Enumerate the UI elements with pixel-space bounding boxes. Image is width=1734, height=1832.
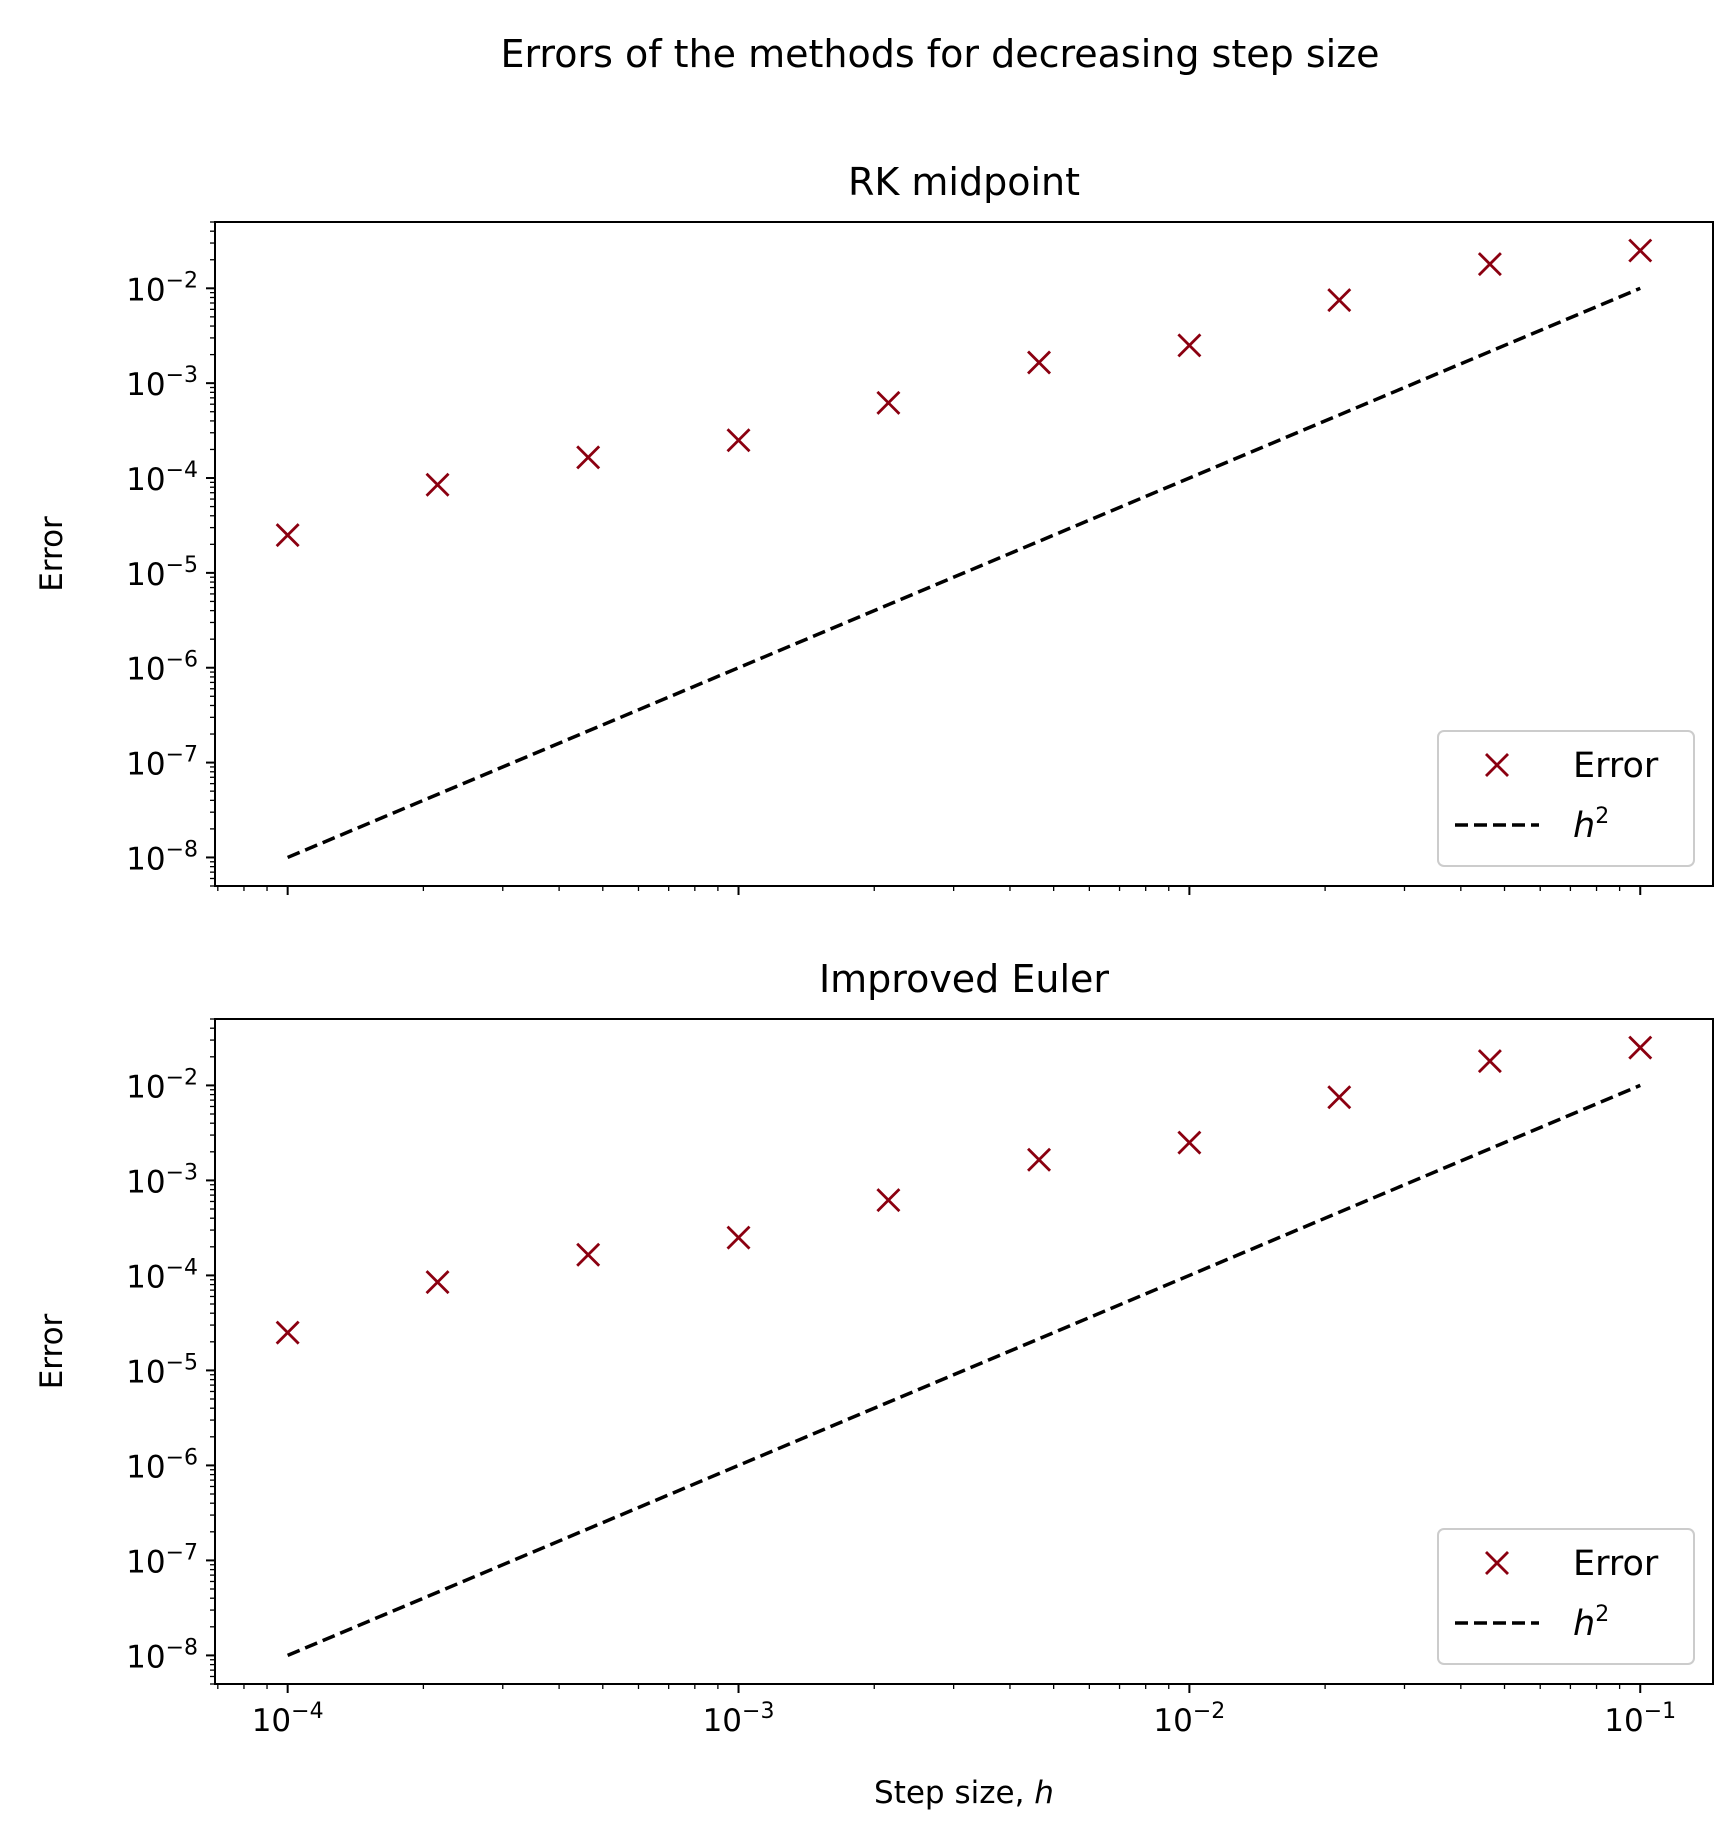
legend: Error h2 bbox=[1437, 730, 1695, 867]
error-marker bbox=[1628, 238, 1653, 263]
legend-marker-x bbox=[1485, 1551, 1509, 1575]
axes-frame bbox=[214, 221, 1714, 887]
legend-box bbox=[1437, 1528, 1695, 1665]
error-marker bbox=[275, 523, 300, 548]
error-marker bbox=[1327, 288, 1352, 313]
legend-box bbox=[1437, 730, 1695, 867]
axes-frame bbox=[214, 1018, 1714, 1685]
y-tick-label: 10−2 bbox=[126, 268, 198, 308]
plot-1: Improved Euler Error Step size, h 10−8 10−7 1… bbox=[34, 957, 1714, 1811]
legend-label-error: Error bbox=[1573, 1544, 1659, 1584]
x-tick-label: 10−4 bbox=[252, 1699, 324, 1739]
error-marker bbox=[275, 1320, 300, 1345]
y-tick-label: 10−6 bbox=[126, 648, 198, 688]
error-marker bbox=[425, 1270, 450, 1295]
legend-label-h2: h2 bbox=[1573, 804, 1609, 846]
y-tick-label: 10−7 bbox=[126, 743, 198, 783]
legend-marker-x bbox=[1485, 753, 1509, 777]
y-tick-label: 10−5 bbox=[126, 553, 198, 593]
y-tick-label: 10−3 bbox=[126, 1160, 198, 1200]
y-axis-label: Error bbox=[34, 1313, 70, 1389]
h2-reference-line bbox=[286, 286, 1641, 860]
plot-title: RK midpoint bbox=[848, 160, 1080, 204]
error-marker bbox=[425, 472, 450, 497]
error-marker bbox=[1327, 1085, 1352, 1110]
plot-0: RK midpoint Error 10−8 10−7 10−6 10−5 10−4 10−3… bbox=[34, 160, 1714, 895]
error-marker bbox=[1628, 1035, 1653, 1060]
error-marker bbox=[1477, 252, 1502, 277]
y-tick-label: 10−7 bbox=[126, 1540, 198, 1580]
error-marker bbox=[876, 390, 901, 415]
x-tick-label: 10−2 bbox=[1153, 1699, 1225, 1739]
error-marker bbox=[1027, 350, 1052, 375]
error-marker bbox=[726, 428, 751, 453]
plot-title: Improved Euler bbox=[819, 957, 1109, 1001]
y-tick-label: 10−2 bbox=[126, 1065, 198, 1105]
x-tick-label: 10−3 bbox=[703, 1699, 775, 1739]
y-tick-label: 10−8 bbox=[126, 1635, 198, 1675]
x-tick-label: 10−1 bbox=[1604, 1699, 1676, 1739]
figure-title: Errors of the methods for decreasing ste… bbox=[500, 32, 1379, 76]
y-axis-label: Error bbox=[34, 516, 70, 592]
error-marker bbox=[576, 1242, 601, 1267]
x-axis-label: Step size, h bbox=[874, 1775, 1054, 1811]
error-marker bbox=[576, 445, 601, 470]
legend: Error h2 bbox=[1437, 1528, 1695, 1665]
error-marker bbox=[876, 1188, 901, 1213]
y-tick-label: 10−4 bbox=[126, 458, 198, 498]
error-marker bbox=[1177, 333, 1202, 358]
y-tick-label: 10−8 bbox=[126, 837, 198, 877]
error-marker bbox=[1027, 1147, 1052, 1172]
error-marker bbox=[726, 1225, 751, 1250]
h2-reference-line bbox=[286, 1083, 1641, 1658]
legend-label-error: Error bbox=[1573, 746, 1659, 786]
error-marker bbox=[1177, 1130, 1202, 1155]
y-tick-label: 10−4 bbox=[126, 1255, 198, 1295]
y-tick-label: 10−6 bbox=[126, 1445, 198, 1485]
legend-label-h2: h2 bbox=[1573, 1602, 1609, 1644]
y-tick-label: 10−5 bbox=[126, 1350, 198, 1390]
y-tick-label: 10−3 bbox=[126, 363, 198, 403]
error-marker bbox=[1477, 1049, 1502, 1074]
